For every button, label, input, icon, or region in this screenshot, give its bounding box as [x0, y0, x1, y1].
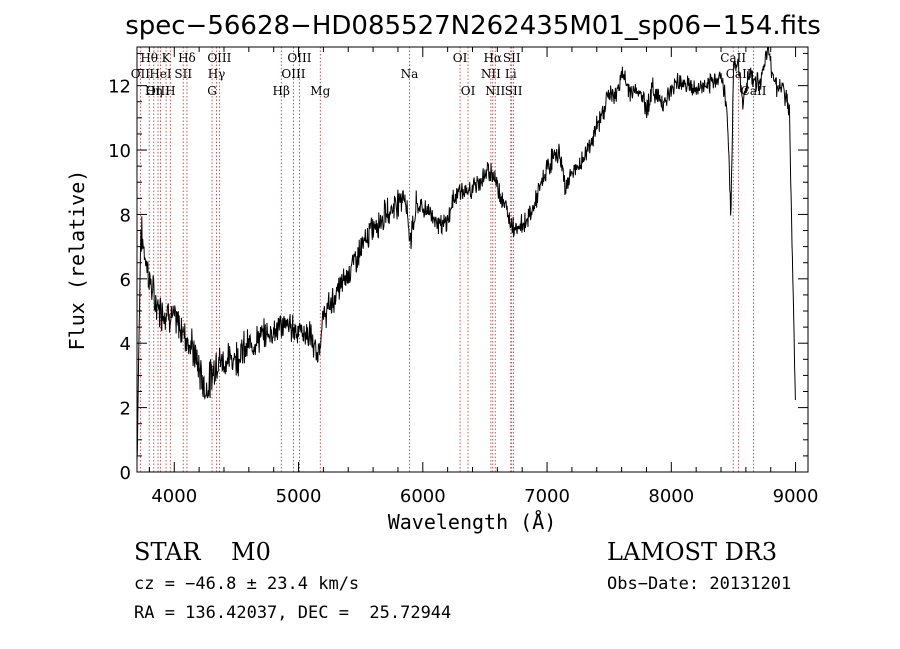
- x-tick-label-3: 7000: [524, 486, 570, 507]
- line-label-0: Hθ: [140, 51, 158, 65]
- x-tick-label-4: 8000: [648, 486, 694, 507]
- y-tick-label-6: 12: [108, 77, 131, 98]
- y-tick-label-2: 4: [120, 334, 131, 355]
- line-label-18: OIII: [146, 84, 170, 98]
- survey-name: LAMOST DR3: [607, 538, 778, 566]
- line-label-14: Na: [401, 67, 419, 81]
- chart-title: spec−56628−HD085527N262435M01_sp06−154.f…: [125, 11, 821, 41]
- ra-dec: RA = 136.42037, DEC = 25.72944: [134, 603, 452, 623]
- line-label-8: CaII: [720, 51, 746, 65]
- x-tick-label-2: 6000: [400, 486, 446, 507]
- line-label-27: CaII: [741, 84, 767, 98]
- y-tick-label-1: 2: [120, 399, 131, 420]
- line-label-7: SII: [503, 51, 521, 65]
- spectrum-layer: [136, 46, 796, 462]
- redshift-cz: cz = −46.8 ± 23.4 km/s: [134, 574, 360, 594]
- y-tick-label-3: 6: [120, 270, 131, 291]
- ticks-layer: 4000 5000 6000 7000 8000 9000 0 2 4 6 8 10 12: [108, 47, 818, 507]
- x-axis-label: Wavelength (Å): [388, 510, 557, 534]
- line-label-21: G: [207, 84, 217, 98]
- line-label-10: HeI: [149, 67, 172, 81]
- line-label-26: SII: [505, 84, 523, 98]
- line-label-19: Hη: [145, 84, 163, 98]
- line-label-11: SII: [174, 67, 192, 81]
- line-label-24: OI: [461, 84, 476, 98]
- y-tick-label-4: 8: [120, 205, 131, 226]
- object-class: STAR M0: [134, 538, 271, 566]
- x-tick-label-1: 5000: [276, 486, 322, 507]
- line-label-16: Li: [505, 67, 517, 81]
- x-tick-label-0: 4000: [151, 486, 197, 507]
- line-label-9: OII: [131, 67, 151, 81]
- plot-frame: [136, 46, 809, 473]
- x-tick-label-5: 9000: [773, 486, 819, 507]
- line-label-6: Hα: [483, 51, 502, 65]
- line-label-23: Mg: [310, 84, 330, 98]
- marker-lines: [139, 47, 754, 472]
- observation-date: Obs−Date: 20131201: [607, 574, 792, 594]
- line-label-13: OIII: [281, 67, 305, 81]
- line-label-3: OIII: [207, 51, 231, 65]
- line-label-4: OIII: [287, 51, 311, 65]
- line-label-17: CaII: [726, 67, 752, 81]
- y-tick-label-5: 10: [108, 141, 131, 162]
- y-tick-label-0: 0: [120, 463, 131, 484]
- line-label-1: K: [162, 51, 172, 65]
- y-axis-label: Flux (relative): [65, 170, 89, 351]
- line-label-15: NII: [481, 67, 501, 81]
- line-label-12: Hγ: [208, 67, 226, 81]
- spectrum-line: [136, 46, 796, 462]
- line-label-22: Hβ: [273, 84, 290, 98]
- line-label-5: OI: [453, 51, 468, 65]
- line-label-20: H: [165, 84, 175, 98]
- line-label-25: NII: [485, 84, 505, 98]
- line-label-2: Hδ: [178, 51, 196, 65]
